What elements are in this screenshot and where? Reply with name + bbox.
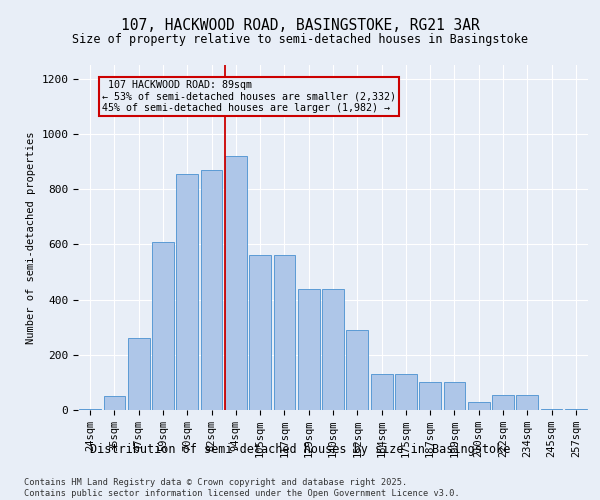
- Bar: [128, 338, 149, 410]
- Text: 107, HACKWOOD ROAD, BASINGSTOKE, RG21 3AR: 107, HACKWOOD ROAD, BASINGSTOKE, RG21 3A…: [121, 18, 479, 32]
- Bar: [225, 156, 247, 410]
- Bar: [274, 256, 295, 410]
- Bar: [176, 174, 198, 410]
- Bar: [371, 374, 392, 410]
- Bar: [200, 170, 223, 410]
- Bar: [322, 288, 344, 410]
- Bar: [395, 374, 417, 410]
- Bar: [468, 402, 490, 410]
- Bar: [541, 408, 562, 410]
- Bar: [565, 408, 587, 410]
- Bar: [517, 395, 538, 410]
- Bar: [104, 396, 125, 410]
- Text: 107 HACKWOOD ROAD: 89sqm
← 53% of semi-detached houses are smaller (2,332)
45% o: 107 HACKWOOD ROAD: 89sqm ← 53% of semi-d…: [102, 80, 396, 114]
- Text: Distribution of semi-detached houses by size in Basingstoke: Distribution of semi-detached houses by …: [90, 442, 510, 456]
- Bar: [249, 256, 271, 410]
- Bar: [298, 288, 320, 410]
- Bar: [492, 395, 514, 410]
- Text: Size of property relative to semi-detached houses in Basingstoke: Size of property relative to semi-detach…: [72, 32, 528, 46]
- Bar: [346, 330, 368, 410]
- Y-axis label: Number of semi-detached properties: Number of semi-detached properties: [26, 131, 36, 344]
- Bar: [419, 382, 441, 410]
- Bar: [443, 382, 466, 410]
- Bar: [152, 242, 174, 410]
- Bar: [79, 408, 101, 410]
- Text: Contains HM Land Registry data © Crown copyright and database right 2025.
Contai: Contains HM Land Registry data © Crown c…: [24, 478, 460, 498]
